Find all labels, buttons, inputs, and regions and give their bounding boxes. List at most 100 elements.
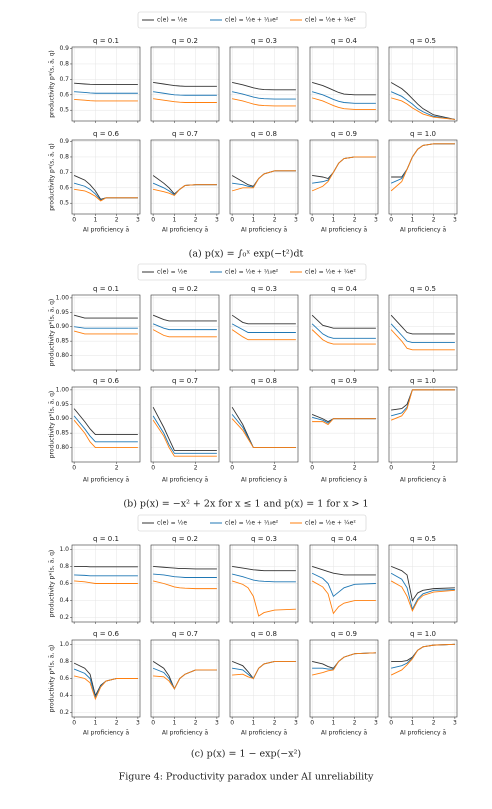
series-line [311,323,376,339]
x-axis-label: AI proficiency ā [241,730,288,737]
x-tick-label: 2 [115,465,119,472]
x-axis-label: AI proficiency ā [83,730,130,737]
plot-frame [388,46,458,122]
x-tick-label: 1 [331,217,335,224]
series-line [74,580,138,584]
series-line [311,329,376,345]
x-axis-label: AI proficiency ā [321,730,368,737]
series-line [390,389,455,421]
series-line [73,415,138,443]
series-line [312,652,376,676]
x-tick-label: 0 [72,720,76,727]
legend-label: c(e) = ½e + ¼e² [305,17,356,24]
y-axis-label: productivity p*(s, ā, q) [49,50,56,118]
x-axis-label: AI proficiency ā [162,227,209,234]
x-tick-label: 1 [93,217,97,224]
plot-frame [150,139,220,215]
plot-frame [229,46,299,122]
plot-frame [309,386,379,463]
series-line [390,143,455,192]
x-axis-label: AI proficiency ā [321,227,368,234]
x-tick-label: 0 [72,465,76,472]
series-line [232,170,296,188]
x-tick-label: 0 [310,465,314,472]
subplot-title: q = 0.2 [172,535,198,543]
series-line [74,188,138,202]
plot-frame [150,294,220,371]
legend-label: c(e) = ½e + ¼e² [305,269,356,276]
x-tick-label: 3 [374,217,378,224]
series-line [390,82,455,120]
series-line [231,329,296,341]
series-line [73,175,138,200]
series-line [232,91,296,100]
series-line [311,565,376,576]
y-tick-label: 0.8 [59,60,69,67]
series-line [153,573,217,578]
plot-frame [229,544,299,623]
series-line [390,91,455,120]
series-line [152,661,217,690]
x-tick-label: 3 [136,720,140,727]
y-tick-label: 0.95 [56,309,70,316]
x-axis-label: AI proficiency ā [400,227,447,234]
series-line [231,418,296,449]
x-tick-label: 2 [432,465,436,472]
x-tick-label: 2 [353,465,357,472]
x-axis-label: AI proficiency ā [241,477,288,484]
subplot-title: q = 0.9 [331,377,357,385]
plot-frame [229,639,299,718]
subplot-title: q = 0.5 [410,37,436,45]
y-tick-label: 0.5 [59,107,69,114]
x-tick-label: 1 [93,720,97,727]
y-tick-label: 0.6 [59,184,69,191]
plot-frame [229,139,299,215]
plot-frame [71,386,141,463]
series-line [232,82,296,91]
y-tick-label: 0.8 [59,153,69,160]
y-tick-label: 0.90 [56,415,70,422]
plot-frame [388,294,458,371]
plot-frame [309,294,379,371]
series-line [153,580,217,590]
x-tick-label: 2 [273,217,277,224]
series-line [232,98,296,107]
series-line [232,170,296,192]
plot-frame [150,544,220,623]
plot-frame [71,294,141,371]
series-line [74,330,138,335]
legend-box [137,514,367,532]
x-tick-label: 0 [389,465,393,472]
series-line [390,323,455,344]
series-line [312,652,376,670]
x-tick-label: 0 [230,465,234,472]
series-line [153,98,217,103]
subplot-title: q = 1.0 [410,630,436,638]
subplot-title: q = 0.8 [251,130,277,138]
series-line [311,580,376,615]
x-axis-label: AI proficiency ā [162,730,209,737]
series-line [312,97,376,110]
series-line [74,574,138,577]
legend-box [137,263,367,281]
subplot-title: q = 0.8 [251,630,277,638]
subplot-title: q = 1.0 [410,377,436,385]
series-line [152,415,217,454]
subplot-title: q = 0.7 [172,130,198,138]
y-axis-label: productivity p*(s, ā, q) [49,391,56,459]
plot-frame [71,46,141,122]
x-tick-label: 2 [432,720,436,727]
series-line [73,662,138,697]
series-line [73,408,138,436]
y-tick-label: 0.9 [59,138,69,145]
series-line [152,323,217,331]
subplot-title: q = 0.5 [410,535,436,543]
series-line [311,572,376,598]
x-axis-label: AI proficiency ā [321,477,368,484]
series-line [74,98,138,102]
series-line [391,389,455,411]
plot-frame [150,46,220,122]
x-tick-label: 2 [353,217,357,224]
x-tick-label: 2 [353,720,357,727]
